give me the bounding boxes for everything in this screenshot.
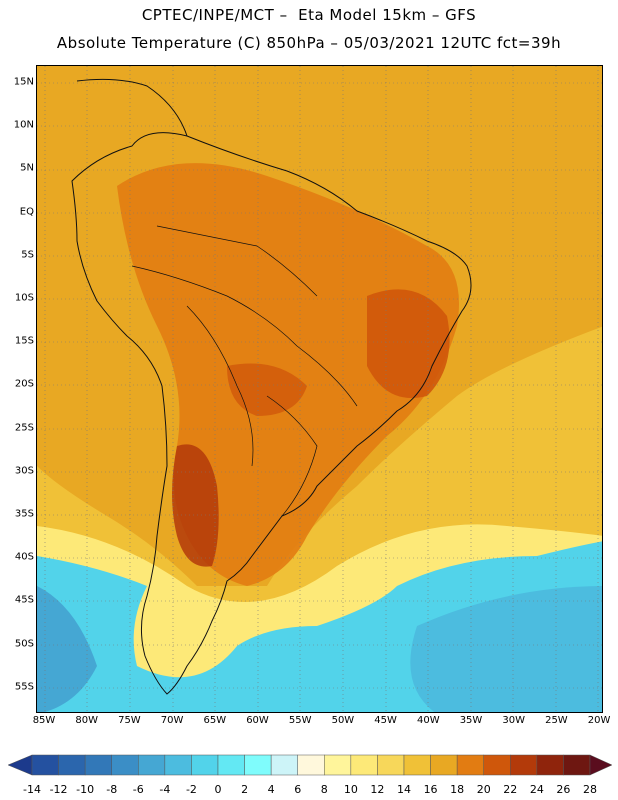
colorbar-tick-label: 0 xyxy=(214,783,222,796)
temperature-map xyxy=(37,66,602,712)
colorbar-swatch xyxy=(510,754,538,776)
colorbar-swatch xyxy=(377,754,405,776)
colorbar-tick-label: -8 xyxy=(106,783,118,796)
lat-label: 20S xyxy=(14,378,34,390)
colorbar-tick-label: -14 xyxy=(23,783,41,796)
lon-label: 30W xyxy=(502,715,525,726)
lon-label: 40W xyxy=(416,715,440,726)
colorbar-tick-label: 14 xyxy=(397,783,411,796)
lat-label: 45S xyxy=(14,594,34,606)
lat-label: 50S xyxy=(14,638,34,650)
lat-label: EQ xyxy=(19,206,34,218)
colorbar-tick-label: 16 xyxy=(423,783,438,796)
colorbar-swatch xyxy=(456,754,484,776)
lon-label: 80W xyxy=(75,715,98,726)
lon-label: 65W xyxy=(203,715,227,726)
lat-label: 35S xyxy=(14,508,34,520)
colorbar-swatch xyxy=(31,754,59,776)
lon-label: 55W xyxy=(288,715,312,726)
colorbar-swatch xyxy=(84,754,112,776)
continent-outline xyxy=(71,132,472,695)
lat-label: 5S xyxy=(21,249,34,261)
lon-label: 45W xyxy=(374,715,397,726)
color-scale-bar xyxy=(7,754,613,776)
colorbar-tick-label: 20 xyxy=(476,783,491,796)
colorbar-swatch xyxy=(350,754,378,776)
lat-label: 10N xyxy=(13,119,34,131)
country-borders xyxy=(131,225,358,517)
lat-label: 30S xyxy=(14,465,34,477)
colorbar-tick-label: 12 xyxy=(370,783,385,796)
colorbar-tick-label: -12 xyxy=(49,783,68,796)
hot-core-northeast xyxy=(367,289,450,398)
lon-label: 60W xyxy=(246,715,269,726)
colorbar-swatch xyxy=(324,754,352,776)
colder-region-southeast xyxy=(410,586,602,712)
chart-title-variable: Absolute Temperature (C) 850hPa – 05/03/… xyxy=(56,34,562,52)
lon-label: 35W xyxy=(459,715,483,726)
colorbar-tick-label: 24 xyxy=(529,783,544,796)
lon-label: 70W xyxy=(160,715,184,726)
colorbar-swatch xyxy=(138,754,166,776)
hot-core-central xyxy=(227,363,307,416)
lon-label: 75W xyxy=(118,715,141,726)
colorbar-tick-label: 10 xyxy=(343,783,358,796)
colorbar-swatch xyxy=(244,754,272,776)
lat-label: 15S xyxy=(14,335,34,347)
central-america-outline xyxy=(76,78,188,137)
lat-label: 5N xyxy=(20,162,34,174)
lon-label: 25W xyxy=(545,715,568,726)
lat-label: 25S xyxy=(14,422,34,434)
map-panel xyxy=(36,65,603,713)
colorbar-swatch xyxy=(563,754,591,776)
colorbar-tick-label: 26 xyxy=(556,783,571,796)
lat-label: 55S xyxy=(14,681,34,693)
colorbar-tick-label: 28 xyxy=(583,783,597,796)
lat-label: 40S xyxy=(14,551,34,563)
lon-label: 50W xyxy=(331,715,355,726)
colorbar-swatch xyxy=(164,754,192,776)
lat-label: 15N xyxy=(13,76,34,88)
colorbar-swatch xyxy=(430,754,458,776)
colorbar-tick-label: 18 xyxy=(450,783,465,796)
colorbar-swatch xyxy=(297,754,325,776)
colorbar-swatch xyxy=(217,754,245,776)
colorbar-tick-label: 6 xyxy=(294,783,302,796)
lon-label: 20W xyxy=(587,715,611,726)
colorbar-low-arrow xyxy=(7,754,33,776)
graticule xyxy=(37,66,602,712)
colorbar-swatch xyxy=(191,754,219,776)
colorbar-tick-label: -4 xyxy=(159,783,171,796)
colorbar-swatch xyxy=(270,754,298,776)
colorbar-swatch xyxy=(111,754,139,776)
colorbar-tick-label: 22 xyxy=(503,783,518,796)
colorbar-swatch xyxy=(536,754,564,776)
colorbar-swatch xyxy=(58,754,86,776)
hot-core-argentina xyxy=(172,444,219,567)
colorbar-swatch xyxy=(483,754,511,776)
colorbar-tick-label: -10 xyxy=(76,783,95,796)
lat-label: 10S xyxy=(14,292,34,304)
colorbar-high-arrow xyxy=(589,754,613,776)
colorbar-swatch xyxy=(403,754,431,776)
chart-title-source: CPTEC/INPE/MCT – Eta Model 15km – GFS xyxy=(141,6,477,24)
colder-region-southwest xyxy=(37,586,97,712)
lon-label: 85W xyxy=(32,715,56,726)
colorbar-tick-label: 4 xyxy=(267,783,275,796)
colorbar-tick-label: -6 xyxy=(132,783,144,796)
colorbar-tick-label: 8 xyxy=(320,783,328,796)
colorbar-tick-label: 2 xyxy=(241,783,249,796)
colorbar-tick-label: -2 xyxy=(185,783,197,796)
